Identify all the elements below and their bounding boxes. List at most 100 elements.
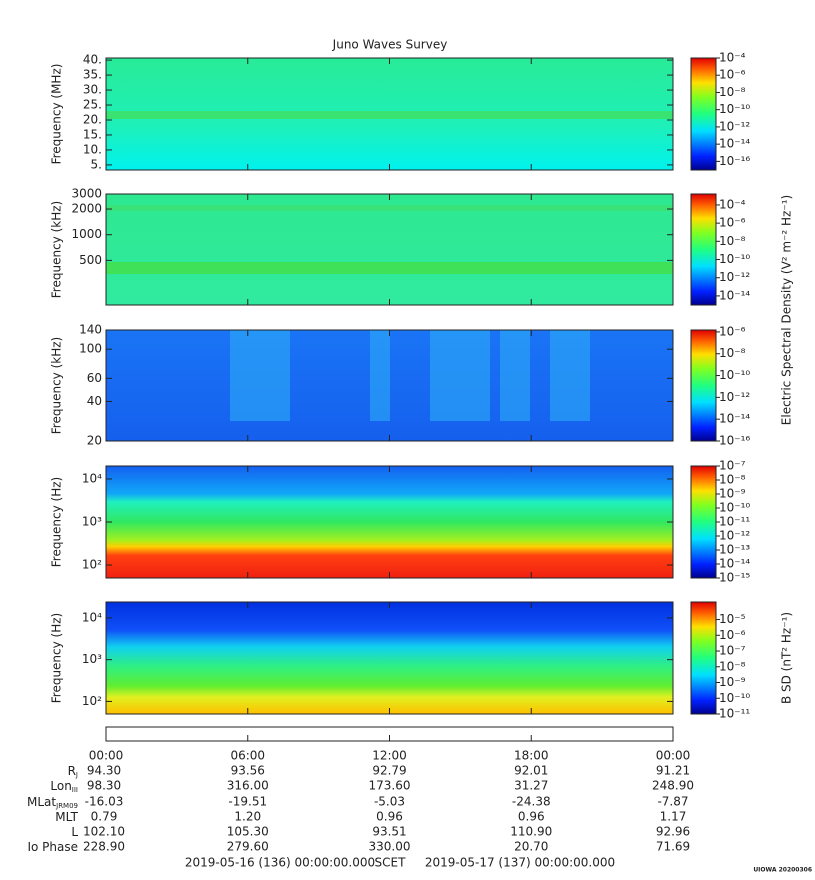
colorbar-tick-label: 10⁻¹⁴ xyxy=(719,137,750,151)
ephemeris-value: 93.56 xyxy=(231,764,265,778)
colorbar-tick-label: 10⁻¹⁰ xyxy=(719,501,750,515)
ephemeris-label-text: Io Phase xyxy=(27,840,78,854)
x-tick-label: 18:00 xyxy=(514,749,549,763)
ephemeris-value: 102.10 xyxy=(83,825,125,839)
footer-scet: SCET xyxy=(375,856,407,870)
x-tick-label: 00:00 xyxy=(89,749,124,763)
ephemeris-label: MLT xyxy=(55,810,78,824)
ephemeris-value: 110.90 xyxy=(510,825,552,839)
colorbar xyxy=(690,601,717,715)
ephemeris-value: -7.87 xyxy=(657,795,688,809)
emission-band xyxy=(106,111,673,119)
emission-band xyxy=(106,205,673,211)
colorbar-tick-label: 10⁻¹⁰ xyxy=(719,102,750,116)
ephemeris-label-text: MLT xyxy=(55,810,78,824)
y-axis-label: Frequency (Hz) xyxy=(50,613,64,704)
colorbar-tick-label: 10⁻⁶ xyxy=(719,216,746,230)
emission-streak xyxy=(430,330,490,421)
emission-band xyxy=(106,262,673,274)
y-tick-label: 10² xyxy=(82,694,102,708)
y-tick-label: 10⁴ xyxy=(82,471,102,485)
ephemeris-label-subscript: J xyxy=(75,771,78,779)
colorbar-tick-label: 10⁻⁸ xyxy=(719,659,746,673)
y-tick-label: 60 xyxy=(87,371,102,385)
colorbar-tick-label: 10⁻⁶ xyxy=(719,628,746,642)
y-tick-label: 500 xyxy=(79,253,102,267)
colorbar-tick-label: 10⁻⁷ xyxy=(719,644,746,658)
colorbar-tick-label: 10⁻⁸ xyxy=(719,85,746,99)
y-tick-label: 10. xyxy=(83,142,102,156)
colorbar xyxy=(690,193,717,306)
ephemeris-value: 93.51 xyxy=(372,825,406,839)
y-tick-label: 2000 xyxy=(71,202,102,216)
colorbar-tick-label: 10⁻¹¹ xyxy=(719,707,750,721)
ephemeris-value: 1.17 xyxy=(660,810,687,824)
colorbar xyxy=(690,57,717,171)
colorbar-tick-label: 10⁻⁹ xyxy=(719,675,746,689)
ephemeris-value: 105.30 xyxy=(227,825,269,839)
ephemeris-label: LonIII xyxy=(50,779,78,795)
spectrogram xyxy=(106,466,673,578)
y-axis-label: Frequency (kHz) xyxy=(50,337,64,434)
colorbar-tick-label: 10⁻¹⁴ xyxy=(719,288,750,302)
colorbar-tick-label: 10⁻¹² xyxy=(719,529,750,543)
ephemeris-value: -16.03 xyxy=(85,795,124,809)
ephemeris-label-text: L xyxy=(71,825,78,839)
y-axis-label: Frequency (MHz) xyxy=(50,64,64,165)
y-tick-label: 100 xyxy=(79,342,102,356)
ephemeris-label: MLatJRM09 xyxy=(27,795,78,811)
emission-streak xyxy=(550,330,590,421)
ephemeris-value: 0.96 xyxy=(376,810,403,824)
ephemeris-value: 0.79 xyxy=(91,810,118,824)
emission-streak xyxy=(370,330,390,421)
y-tick-label: 3000 xyxy=(71,187,102,201)
colorbar-tick-label: 10⁻⁶ xyxy=(719,324,746,338)
spectrogram xyxy=(106,194,673,305)
ephemeris-value: 279.60 xyxy=(227,840,269,854)
footer-start: 2019-05-16 (136) 00:00:00.000 xyxy=(185,856,375,870)
colorbar-tick-label: 10⁻¹⁰ xyxy=(719,368,750,382)
ephemeris-value: -19.51 xyxy=(228,795,267,809)
y-tick-label: 15. xyxy=(83,127,102,141)
ephemeris-label: Io Phase xyxy=(27,840,78,854)
y-tick-label: 20. xyxy=(83,112,102,126)
ephemeris-value: 94.30 xyxy=(87,764,121,778)
ephemeris-label-text: R xyxy=(68,764,76,778)
colorbar-tick-label: 10⁻⁴ xyxy=(719,197,746,211)
ephemeris-value: 173.60 xyxy=(369,779,411,793)
ephemeris-value: 0.96 xyxy=(518,810,545,824)
y-tick-label: 10⁴ xyxy=(82,610,102,624)
colorbar-tick-label: 10⁻¹⁶ xyxy=(719,154,750,168)
ephemeris-value: 228.90 xyxy=(83,840,125,854)
ephemeris-value: 20.70 xyxy=(514,840,548,854)
colorbar-tick-label: 10⁻⁸ xyxy=(719,473,746,487)
ephemeris-value: 92.01 xyxy=(514,764,548,778)
ephemeris-value: -5.03 xyxy=(374,795,405,809)
ephemeris-label: L xyxy=(71,825,78,839)
colorbar-tick-label: 10⁻⁹ xyxy=(719,487,746,501)
y-tick-label: 30. xyxy=(83,83,102,97)
colorbar-tick-label: 10⁻¹³ xyxy=(719,543,750,557)
colorbar xyxy=(690,465,717,579)
ephemeris-value: -24.38 xyxy=(512,795,551,809)
colorbar-tick-label: 10⁻¹⁰ xyxy=(719,691,750,705)
spectrogram xyxy=(106,602,673,714)
y-tick-label: 10³ xyxy=(82,652,102,666)
stamp: UIOWA 20200306 xyxy=(753,867,812,874)
colorbar-tick-label: 10⁻¹⁰ xyxy=(719,252,750,266)
colorbar-tick-label: 10⁻⁵ xyxy=(719,612,746,626)
chart-title: Juno Waves Survey xyxy=(332,38,448,52)
colorbar-tick-label: 10⁻⁷ xyxy=(719,459,746,473)
y-tick-label: 5. xyxy=(91,157,102,171)
colorbar-tick-label: 10⁻¹⁴ xyxy=(719,557,750,571)
y-tick-label: 25. xyxy=(83,98,102,112)
colorbar-tick-label: 10⁻¹⁴ xyxy=(719,412,750,426)
colorbar-tick-label: 10⁻¹¹ xyxy=(719,515,750,529)
ephemeris-value: 91.21 xyxy=(656,764,690,778)
y-tick-label: 140 xyxy=(79,323,102,337)
y-axis-label: Frequency (kHz) xyxy=(50,201,64,298)
ephemeris-value: 71.69 xyxy=(656,840,690,854)
emission-streak xyxy=(500,330,530,421)
x-tick-label: 06:00 xyxy=(230,749,265,763)
colorbar-tick-label: 10⁻¹² xyxy=(719,119,750,133)
